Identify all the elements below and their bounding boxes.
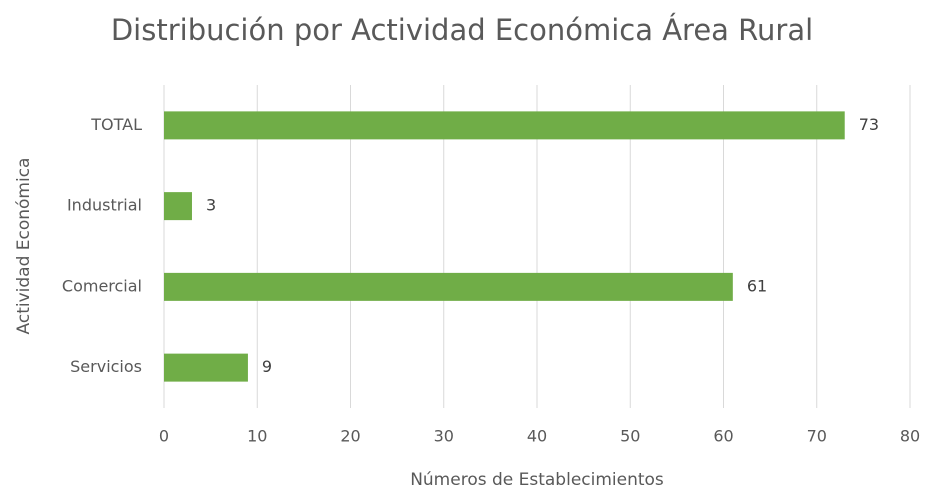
data-label: 9 — [262, 357, 272, 376]
x-tick-label: 30 — [434, 427, 454, 446]
data-label: 61 — [747, 276, 767, 295]
x-tick-label: 10 — [247, 427, 267, 446]
x-tick-label: 80 — [900, 427, 920, 446]
y-tick-label: Industrial — [67, 196, 142, 215]
x-tick-label: 0 — [159, 427, 169, 446]
bar — [164, 272, 733, 301]
x-tick-label: 70 — [807, 427, 827, 446]
y-tick-label: Comercial — [62, 276, 142, 295]
bar — [164, 192, 192, 221]
x-axis-title: Números de Establecimientos — [410, 470, 664, 490]
x-tick-label: 50 — [620, 427, 640, 446]
bar — [164, 111, 845, 140]
y-tick-label: Servicios — [70, 357, 142, 376]
x-tick-label: 20 — [340, 427, 360, 446]
bar — [164, 353, 248, 382]
y-tick-label: TOTAL — [90, 115, 142, 134]
x-tick-label: 40 — [527, 427, 547, 446]
data-label: 3 — [206, 196, 216, 215]
y-axis-title: Actividad Económica — [14, 158, 34, 335]
data-label: 73 — [859, 115, 879, 134]
x-tick-label: 60 — [713, 427, 733, 446]
chart-title: Distribución por Actividad Económica Áre… — [111, 13, 813, 47]
